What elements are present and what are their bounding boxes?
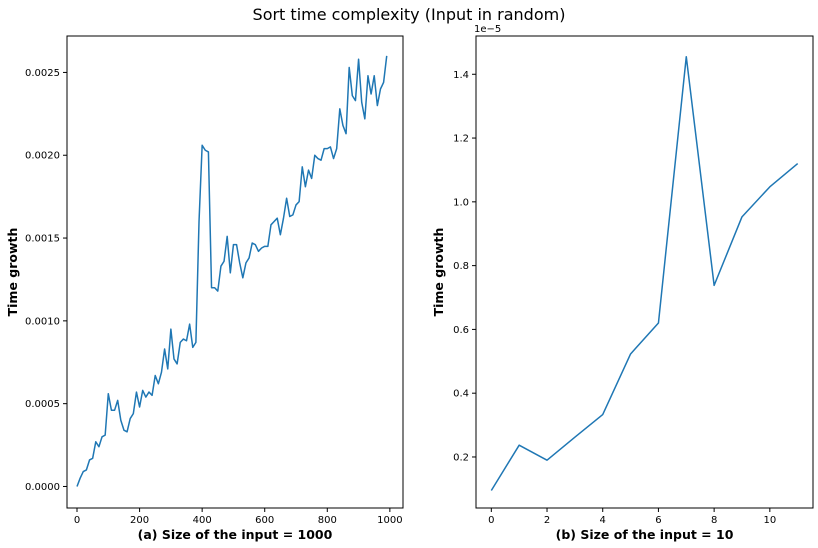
y-tick-label: 0.8 — [453, 261, 469, 272]
y-tick-label: 0.0015 — [25, 234, 60, 245]
x-tick-label: 8 — [711, 515, 717, 526]
y-ticks-right: 0.2 0.4 0.6 0.8 1.0 1.2 1.4 — [453, 70, 476, 463]
y-tick-label: 0.0020 — [25, 151, 60, 162]
x-tick-label: 0 — [74, 515, 80, 526]
y-tick-label: 0.0005 — [25, 399, 60, 410]
y-tick-label: 0.0025 — [25, 68, 60, 79]
y-axis-label-left: Time growth — [5, 228, 20, 317]
y-tick-label: 1.0 — [453, 197, 469, 208]
x-tick-label: 0 — [488, 515, 494, 526]
y-tick-label: 0.2 — [453, 452, 469, 463]
figure-title: Sort time complexity (Input in random) — [253, 5, 566, 24]
x-tick-label: 800 — [318, 515, 337, 526]
series-line — [490, 55, 799, 491]
y-ticks-left: 0.0000 0.0005 0.0010 0.0015 0.0020 0.0025 — [25, 68, 67, 493]
x-ticks-left: 0 200 400 600 800 1000 — [74, 508, 403, 526]
y-tick-label: 1.4 — [453, 70, 469, 81]
plot-frame-left — [66, 35, 404, 509]
subplot-right: 0 2 4 6 8 10 0.2 0.4 0.6 0.8 1.0 1.2 1.4 (b) Size o… — [431, 24, 814, 542]
x-tick-label: 6 — [655, 515, 661, 526]
x-tick-label: 600 — [255, 515, 274, 526]
series-left — [76, 55, 388, 487]
x-tick-label: 10 — [763, 515, 776, 526]
y-axis-label-right: Time growth — [431, 228, 446, 317]
y-tick-label: 0.0000 — [25, 482, 60, 493]
x-tick-label: 200 — [130, 515, 149, 526]
x-ticks-right: 0 2 4 6 8 10 — [488, 508, 776, 526]
x-tick-label: 2 — [544, 515, 550, 526]
y-tick-label: 0.4 — [453, 389, 469, 400]
y-tick-label: 0.6 — [453, 325, 469, 336]
x-tick-label: 400 — [193, 515, 212, 526]
y-tick-label: 0.0010 — [25, 316, 60, 327]
x-tick-label: 1000 — [377, 515, 402, 526]
subplot-left: 0 200 400 600 800 1000 0.00000.00050.00100.00… — [5, 35, 404, 542]
x-axis-label-right: (b) Size of the input = 10 — [556, 527, 734, 542]
plot-frame-right — [475, 35, 814, 509]
x-axis-label-left: (a) Size of the input = 1000 — [138, 527, 333, 542]
y-tick-label: 1.2 — [453, 134, 469, 145]
series-right — [490, 55, 799, 491]
y-offset-label-right: 1e−5 — [474, 24, 501, 35]
x-tick-label: 4 — [600, 515, 606, 526]
series-line — [76, 55, 388, 487]
